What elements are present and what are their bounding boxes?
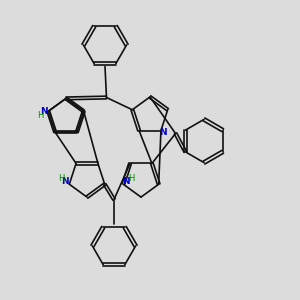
Text: N: N bbox=[122, 177, 130, 186]
Text: N: N bbox=[40, 107, 48, 116]
Text: H: H bbox=[128, 174, 135, 183]
Text: N: N bbox=[61, 177, 69, 186]
Text: H: H bbox=[37, 111, 44, 120]
Text: N: N bbox=[160, 128, 167, 136]
Text: H: H bbox=[58, 174, 64, 183]
